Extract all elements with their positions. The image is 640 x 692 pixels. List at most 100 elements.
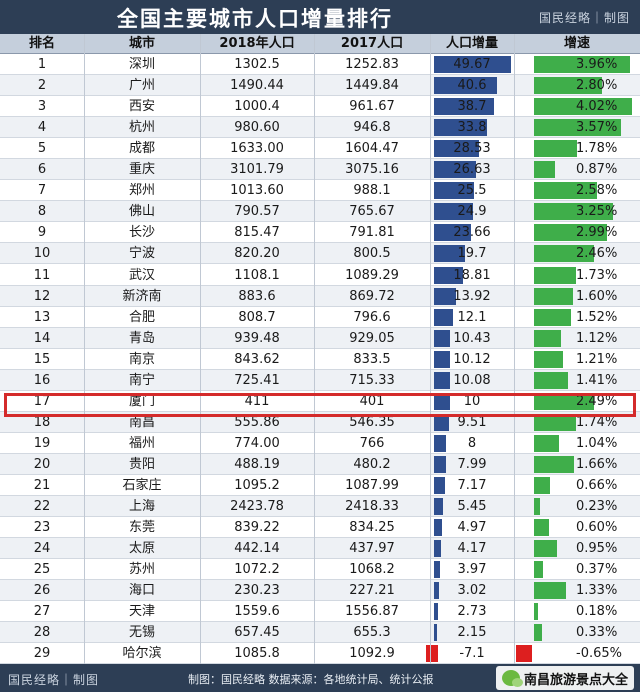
cell-increase: 3.02: [430, 580, 514, 601]
speed-value: 3.57%: [576, 120, 618, 136]
cell-city: 长沙: [128, 225, 155, 241]
cell-increase: 10: [430, 391, 514, 412]
increase-value: 3.97: [457, 562, 487, 578]
cell-increase: 26.63: [430, 159, 514, 180]
cell-pop2017: 1556.87: [345, 604, 399, 620]
speed-value: 0.33%: [576, 625, 618, 641]
speed-bar: [534, 434, 560, 452]
cell-rank: 11: [33, 267, 51, 283]
cell-rank: 23: [33, 520, 51, 536]
cell-pop2017: 834.25: [349, 520, 395, 536]
cell-pop2017: 800.5: [353, 246, 391, 262]
cell-pop2017: 2418.33: [345, 499, 399, 515]
table-row: 4 杭州 980.60 946.8 33.8 3.57%: [0, 117, 640, 139]
cell-pop2017: 833.5: [353, 351, 391, 367]
increase-value: 13.92: [453, 288, 491, 304]
increase-bar: [434, 350, 450, 368]
cell-increase: 8: [430, 433, 514, 454]
cell-rank: 26: [33, 583, 51, 599]
increase-value: 24.9: [457, 204, 487, 220]
cell-speed: 3.96%: [514, 54, 640, 75]
cell-speed: 2.58%: [514, 180, 640, 201]
cell-pop2018: 883.6: [238, 288, 276, 304]
cell-increase: 5.45: [430, 496, 514, 517]
speed-bar: [534, 287, 573, 305]
increase-value: 49.67: [453, 57, 491, 72]
table-row: 23 东莞 839.22 834.25 4.97 0.60%: [0, 517, 640, 539]
increase-value: 7.17: [457, 478, 487, 493]
table-row: 11 武汉 1108.1 1089.29 18.81 1.73%: [0, 265, 640, 286]
cell-pop2017: 3075.16: [345, 162, 399, 178]
increase-bar: [434, 245, 465, 263]
speed-value: 0.18%: [576, 604, 618, 620]
speed-value: 1.33%: [576, 583, 618, 599]
speed-bar: [534, 329, 562, 347]
speed-bar: [534, 224, 607, 242]
increase-bar: [434, 203, 473, 221]
cell-rank: 9: [37, 225, 47, 241]
cell-speed: 1.66%: [514, 454, 640, 475]
cell-pop2018: 843.62: [234, 351, 280, 367]
increase-bar: [434, 119, 487, 137]
speed-value: 2.80%: [576, 78, 618, 94]
cell-pop2018: 1072.2: [234, 562, 280, 578]
cell-pop2017: 715.33: [349, 372, 395, 388]
increase-value: 28.53: [453, 141, 491, 157]
cell-pop2018: 774.00: [234, 435, 280, 451]
cell-speed: 3.25%: [514, 201, 640, 222]
speed-bar: [534, 582, 567, 600]
speed-bar: [534, 350, 564, 368]
speed-bar: [534, 392, 595, 410]
cell-increase: 33.8: [430, 117, 514, 138]
cell-rank: 14: [33, 330, 51, 346]
table-row: 24 太原 442.14 437.97 4.17 0.95%: [0, 538, 640, 560]
increase-value: 10.43: [453, 330, 491, 346]
cell-speed: 0.18%: [514, 601, 640, 622]
cell-pop2018: 820.20: [234, 246, 280, 262]
cell-pop2017: 227.21: [349, 583, 395, 599]
footer: 国民经略｜制图 制图：国民经略 数据来源：各地统计局、统计公报 南昌旅游景点大全: [0, 664, 640, 692]
cell-pop2018: 657.45: [234, 625, 280, 641]
speed-value: 1.74%: [576, 414, 618, 430]
speed-value: 1.60%: [576, 288, 618, 304]
increase-value: 3.02: [457, 583, 487, 599]
increase-value: 12.1: [457, 309, 487, 325]
cell-pop2017: 1087.99: [345, 478, 399, 493]
table-row: 5 成都 1633.00 1604.47 28.53 1.78%: [0, 138, 640, 160]
cell-pop2017: 929.05: [349, 330, 395, 346]
cell-pop2018: 488.19: [234, 456, 280, 472]
cell-speed: 1.60%: [514, 286, 640, 307]
cell-speed: 3.57%: [514, 117, 640, 138]
footer-brand: 国民经略｜制图: [8, 673, 100, 687]
cell-rank: 28: [33, 625, 51, 641]
cell-pop2017: 1092.9: [349, 646, 395, 662]
speed-value: 1.73%: [576, 267, 618, 283]
cell-city: 太原: [128, 541, 155, 557]
cell-pop2018: 2423.78: [230, 499, 284, 515]
wechat-account-name: 南昌旅游景点大全: [523, 672, 628, 688]
speed-value: 1.66%: [576, 456, 618, 472]
cell-city: 佛山: [128, 204, 155, 220]
cell-rank: 15: [33, 351, 51, 367]
increase-bar: [434, 540, 441, 558]
increase-value: 19.7: [457, 246, 487, 262]
cell-city: 深圳: [128, 57, 155, 72]
cell-speed: 1.78%: [514, 138, 640, 159]
cell-rank: 10: [33, 246, 51, 262]
cell-speed: 1.73%: [514, 265, 640, 286]
cell-pop2017: 401: [359, 393, 385, 409]
speed-bar: [534, 413, 577, 431]
cell-pop2017: 546.35: [349, 414, 395, 430]
cell-city: 青岛: [128, 330, 155, 346]
increase-bar: [434, 266, 464, 284]
header-pop2017: 2017人口: [340, 36, 404, 51]
cell-city: 广州: [128, 78, 155, 94]
speed-value: 0.60%: [576, 520, 618, 536]
increase-value: 40.6: [457, 78, 487, 94]
increase-value: 4.97: [457, 520, 487, 536]
speed-value: 2.46%: [576, 246, 618, 262]
increase-value: 38.7: [457, 99, 487, 115]
cell-city: 上海: [128, 499, 155, 515]
speed-value: 1.04%: [576, 435, 618, 451]
cell-pop2018: 1000.4: [234, 99, 280, 115]
